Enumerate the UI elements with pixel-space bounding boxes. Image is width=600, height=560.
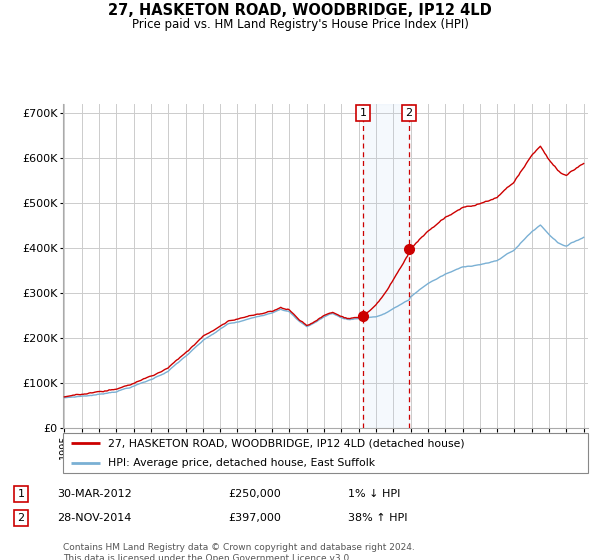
Text: Contains HM Land Registry data © Crown copyright and database right 2024.
This d: Contains HM Land Registry data © Crown c… [63, 543, 415, 560]
Text: 27, HASKETON ROAD, WOODBRIDGE, IP12 4LD: 27, HASKETON ROAD, WOODBRIDGE, IP12 4LD [108, 3, 492, 18]
Text: HPI: Average price, detached house, East Suffolk: HPI: Average price, detached house, East… [107, 458, 375, 468]
Text: 2: 2 [17, 513, 25, 523]
Text: 1: 1 [17, 489, 25, 499]
Text: 2: 2 [406, 108, 413, 118]
Text: 30-MAR-2012: 30-MAR-2012 [57, 489, 132, 499]
Text: £397,000: £397,000 [228, 513, 281, 523]
Text: 1% ↓ HPI: 1% ↓ HPI [348, 489, 400, 499]
Text: 1: 1 [359, 108, 367, 118]
Text: 28-NOV-2014: 28-NOV-2014 [57, 513, 131, 523]
Bar [363, 104, 409, 428]
Text: 27, HASKETON ROAD, WOODBRIDGE, IP12 4LD (detached house): 27, HASKETON ROAD, WOODBRIDGE, IP12 4LD … [107, 438, 464, 449]
Text: Price paid vs. HM Land Registry's House Price Index (HPI): Price paid vs. HM Land Registry's House … [131, 18, 469, 31]
FancyBboxPatch shape [63, 433, 588, 473]
Text: £250,000: £250,000 [228, 489, 281, 499]
Text: 38% ↑ HPI: 38% ↑ HPI [348, 513, 407, 523]
